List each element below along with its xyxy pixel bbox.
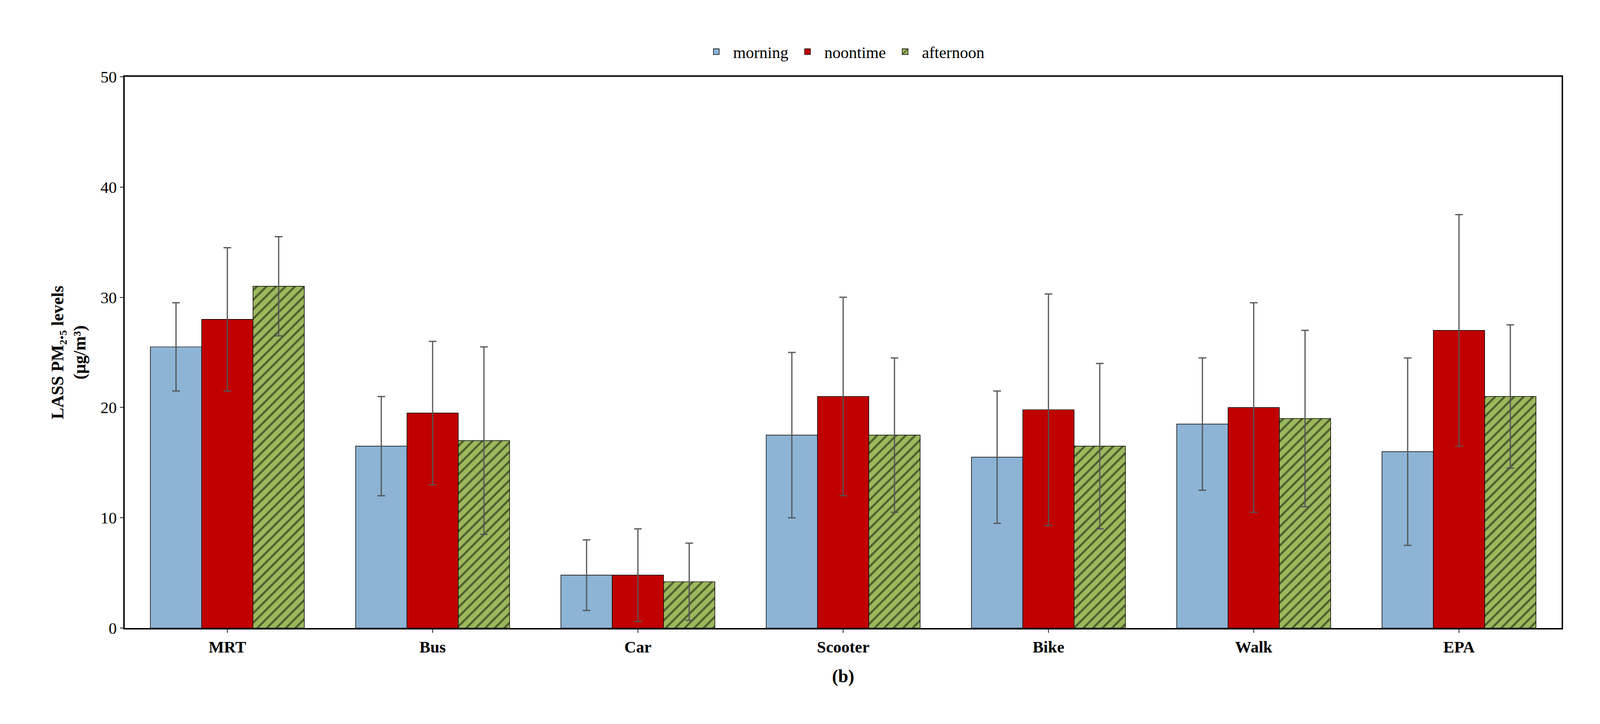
svg-text:EPA: EPA [1443, 637, 1475, 656]
svg-text:afternoon: afternoon [921, 43, 985, 62]
svg-text:LASS PM₂.₅ levels(μg/m³): LASS PM₂.₅ levels(μg/m³) [47, 285, 90, 420]
svg-text:Bike: Bike [1032, 637, 1065, 656]
svg-text:Bus: Bus [419, 637, 447, 656]
svg-text:50: 50 [100, 68, 117, 86]
svg-text:20: 20 [100, 398, 117, 417]
svg-text:Walk: Walk [1235, 637, 1273, 656]
svg-text:10: 10 [100, 508, 117, 527]
svg-text:morning: morning [733, 43, 789, 62]
svg-text:(b): (b) [832, 665, 855, 687]
svg-text:Car: Car [624, 637, 652, 656]
svg-text:MRT: MRT [208, 637, 247, 656]
svg-text:40: 40 [100, 178, 117, 197]
svg-text:0: 0 [108, 619, 117, 637]
svg-text:Scooter: Scooter [816, 637, 870, 656]
svg-text:30: 30 [100, 288, 117, 307]
svg-text:noontime: noontime [824, 43, 886, 62]
